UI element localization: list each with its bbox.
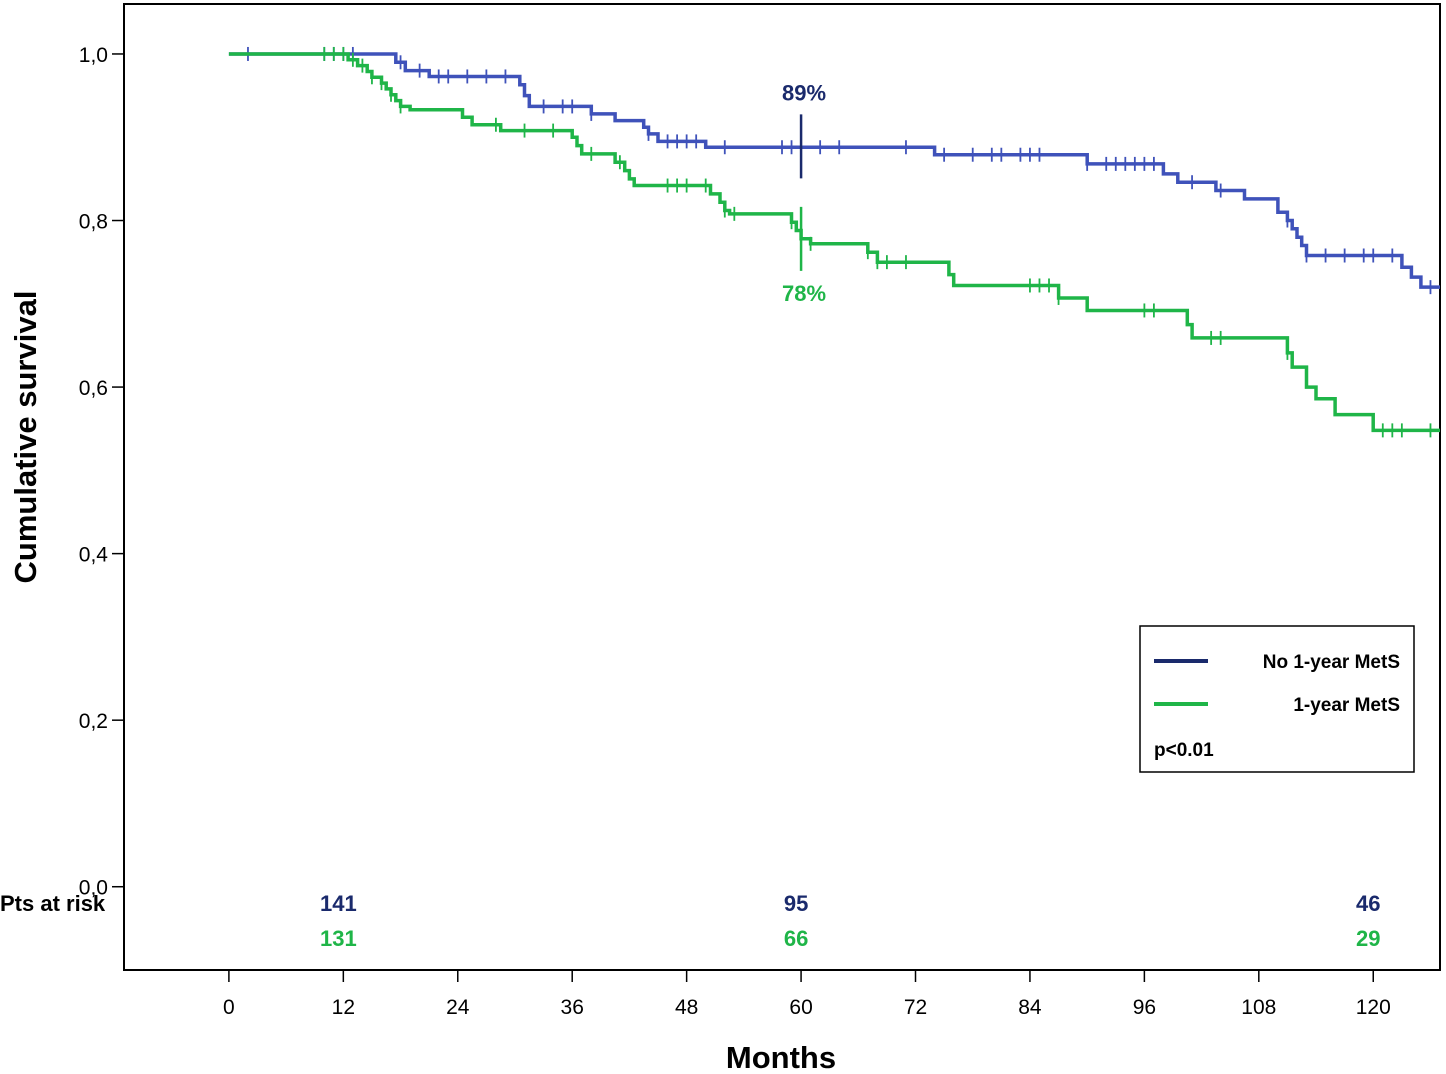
y-tick-label: 1,0 xyxy=(79,44,108,67)
y-tick-label: 0,8 xyxy=(79,211,108,234)
risk-count: 29 xyxy=(1356,926,1380,951)
y-tick-label: 0,6 xyxy=(79,377,108,400)
x-tick-label: 48 xyxy=(675,996,698,1019)
x-axis-title: Months xyxy=(726,1040,836,1074)
x-axis: 0 12 24 36 48 60 72 84 96 108 120 xyxy=(223,970,1391,1019)
legend-label-no-mets: No 1-year MetS xyxy=(1263,652,1400,673)
annotation-label-1: 78% xyxy=(782,281,826,306)
y-axis-title: Cumulative survival xyxy=(8,291,43,584)
legend-box xyxy=(1139,625,1415,773)
x-tick-label: 120 xyxy=(1356,996,1391,1019)
x-tick-label: 60 xyxy=(789,996,812,1019)
x-tick-label: 84 xyxy=(1018,996,1042,1019)
risk-count: 46 xyxy=(1356,891,1380,916)
x-tick-label: 108 xyxy=(1241,996,1276,1019)
survival-curve-0 xyxy=(228,52,1440,289)
x-tick-label: 72 xyxy=(904,996,927,1019)
survival-curve-1 xyxy=(228,52,1440,433)
legend-label-mets: 1-year MetS xyxy=(1293,695,1400,716)
risk-count: 131 xyxy=(320,926,357,951)
risk-count: 66 xyxy=(784,926,808,951)
y-axis: 0,0 0,2 0,4 0,6 0,8 1,0 xyxy=(79,44,124,900)
y-tick-label: 0,2 xyxy=(79,710,108,733)
x-tick-label: 12 xyxy=(332,996,355,1019)
y-tick-label: 0,4 xyxy=(79,544,109,567)
x-tick-label: 0 xyxy=(223,996,235,1019)
risk-table-label: Pts at risk xyxy=(0,891,106,916)
annotations: 89% 78% xyxy=(782,80,826,305)
legend: No 1-year MetS 1-year MetS p<0.01 xyxy=(1139,625,1415,773)
plot-frame xyxy=(123,3,1441,971)
risk-count: 95 xyxy=(784,891,808,916)
p-value: p<0.01 xyxy=(1154,740,1214,761)
x-tick-label: 36 xyxy=(561,996,584,1019)
risk-table: Pts at risk 141 95 46 131 66 29 xyxy=(0,891,1380,951)
survival-curves xyxy=(228,46,1440,438)
y-tick-label: 0,0 xyxy=(79,877,108,900)
x-tick-label: 24 xyxy=(446,996,470,1019)
risk-count: 141 xyxy=(320,891,357,916)
x-tick-label: 96 xyxy=(1133,996,1156,1019)
annotation-label-0: 89% xyxy=(782,80,826,105)
